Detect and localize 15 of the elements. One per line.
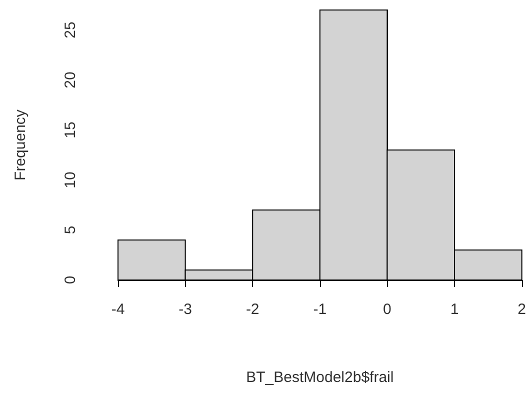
- y-tick-label: 10: [62, 172, 79, 188]
- y-tick-label: 0: [62, 276, 79, 284]
- y-tick-label: 5: [62, 226, 79, 234]
- x-tick-label: -4: [111, 301, 125, 318]
- y-tick-label: 15: [62, 122, 79, 138]
- x-tick-label: -3: [178, 301, 192, 318]
- x-axis-title: BT_BestModel2b$frail: [246, 369, 394, 386]
- x-tick-label: 2: [518, 301, 526, 318]
- x-tick-label: -1: [313, 301, 327, 318]
- y-tick-label: 25: [62, 22, 79, 38]
- x-tick-label: 0: [383, 301, 392, 318]
- x-tick-label: -2: [246, 301, 260, 318]
- y-axis-title: Frequency: [12, 109, 29, 180]
- x-tick-label: 1: [450, 301, 459, 318]
- y-tick-label: 20: [62, 72, 79, 88]
